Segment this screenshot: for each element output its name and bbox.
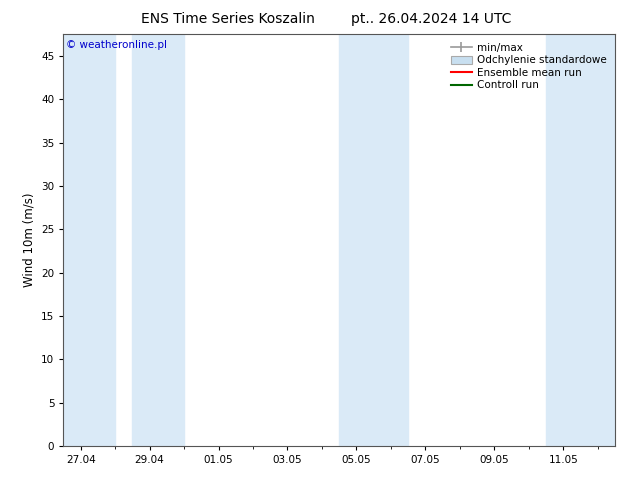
Bar <box>63 34 115 446</box>
Text: ENS Time Series Koszalin: ENS Time Series Koszalin <box>141 12 315 26</box>
Bar <box>546 34 615 446</box>
Bar <box>133 34 184 446</box>
Y-axis label: Wind 10m (m/s): Wind 10m (m/s) <box>23 193 36 287</box>
Text: pt.. 26.04.2024 14 UTC: pt.. 26.04.2024 14 UTC <box>351 12 511 26</box>
Legend: min/max, Odchylenie standardowe, Ensemble mean run, Controll run: min/max, Odchylenie standardowe, Ensembl… <box>448 40 610 94</box>
Text: © weatheronline.pl: © weatheronline.pl <box>66 41 167 50</box>
Bar <box>339 34 408 446</box>
